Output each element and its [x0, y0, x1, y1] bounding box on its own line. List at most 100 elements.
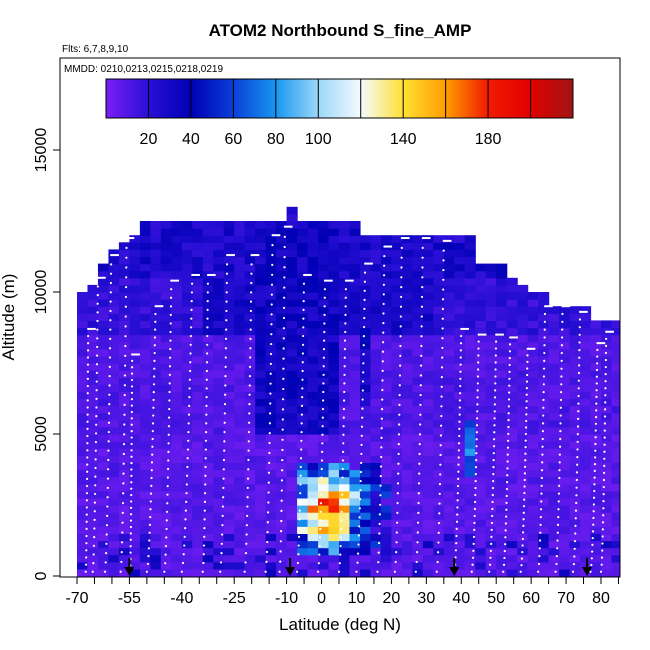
heatmap-cell: [569, 519, 581, 527]
heatmap-cell: [108, 533, 120, 542]
heatmap-cell: [527, 292, 539, 300]
heatmap-cell: [433, 313, 445, 321]
track-point: [400, 266, 403, 269]
track-point: [421, 266, 424, 269]
heatmap-cell: [160, 299, 172, 307]
track-point: [203, 527, 206, 530]
heatmap-cell: [601, 455, 613, 463]
heatmap-cell: [244, 299, 256, 307]
heatmap-cell: [412, 391, 424, 400]
heatmap-cell: [97, 299, 110, 307]
heatmap-cell: [412, 505, 424, 513]
heatmap-cell: [527, 334, 539, 343]
heatmap-cell: [422, 370, 434, 378]
heatmap-cell: [276, 270, 288, 279]
heatmap-cell: [485, 384, 497, 392]
track-point: [379, 475, 382, 478]
track-point: [85, 492, 89, 495]
track-point: [121, 511, 124, 514]
heatmap-cell: [517, 483, 529, 492]
heatmap-cell: [412, 363, 424, 371]
heatmap-cell: [160, 519, 172, 527]
heatmap-cell: [349, 377, 361, 385]
heatmap-cell: [433, 398, 445, 407]
track-point: [166, 502, 169, 505]
heatmap-cell: [401, 448, 413, 456]
heatmap-cell: [485, 313, 497, 321]
heatmap-cell: [160, 348, 172, 357]
heatmap-cell: [611, 469, 620, 478]
heatmap-cell: [129, 469, 141, 478]
heatmap-cell: [150, 355, 162, 364]
track-point: [441, 298, 445, 301]
track-point: [130, 391, 134, 394]
heatmap-cell: [548, 419, 560, 428]
heatmap-cell: [87, 419, 99, 428]
heatmap-cell: [244, 512, 256, 520]
track-point: [123, 393, 126, 397]
heatmap-cell: [318, 490, 330, 499]
heatmap-cell: [129, 270, 141, 279]
heatmap-cell: [307, 526, 319, 534]
heatmap-cell: [213, 270, 225, 279]
heatmap-cell: [87, 533, 99, 542]
x-tick-label: 20: [383, 590, 401, 607]
heatmap-cell: [339, 540, 351, 549]
heatmap-cell: [297, 519, 309, 527]
heatmap-cell: [422, 263, 434, 272]
track-point: [416, 531, 419, 534]
heatmap-cell: [611, 455, 620, 463]
track-point: [508, 343, 512, 346]
heatmap-cell: [485, 455, 497, 463]
heatmap-cell: [328, 398, 340, 407]
heatmap-cell: [297, 299, 309, 307]
heatmap-cell: [108, 292, 120, 300]
heatmap-cell: [611, 462, 620, 471]
heatmap-cell: [328, 299, 340, 307]
heatmap-cell: [244, 313, 256, 321]
heatmap-cell: [443, 306, 455, 314]
heatmap-cell: [77, 391, 89, 400]
heatmap-cell: [380, 235, 392, 243]
track-point: [377, 561, 380, 564]
heatmap-cell: [160, 483, 172, 492]
heatmap-cell: [370, 490, 382, 499]
track-point: [93, 510, 96, 513]
track-point: [109, 319, 112, 322]
heatmap-cell: [77, 490, 89, 499]
heatmap-cell: [265, 348, 277, 357]
heatmap-cell: [359, 469, 372, 478]
heatmap-cell: [569, 306, 581, 314]
heatmap-cell: [139, 235, 151, 243]
track-point: [268, 432, 271, 435]
track-point: [559, 414, 562, 417]
heatmap-cell: [234, 384, 246, 392]
heatmap-cell: [97, 568, 110, 577]
heatmap-cell: [202, 526, 214, 534]
heatmap-cell: [349, 306, 361, 314]
x-tick-label: -40: [170, 590, 193, 607]
heatmap-cell: [234, 263, 246, 272]
heatmap-cell: [422, 299, 434, 307]
heatmap-cell: [464, 284, 476, 293]
heatmap-cell: [129, 568, 141, 577]
heatmap-cell: [297, 490, 309, 499]
colorbar-gradient: [105, 78, 574, 119]
track-point: [148, 531, 151, 534]
heatmap-cell: [286, 299, 298, 307]
heatmap-cell: [297, 334, 309, 343]
heatmap-cell: [286, 405, 298, 414]
heatmap-cell: [496, 377, 508, 385]
heatmap-cell: [318, 455, 330, 463]
heatmap-cell: [181, 547, 193, 556]
track-point: [147, 555, 150, 558]
track-point: [508, 370, 511, 373]
heatmap-cell: [401, 426, 413, 435]
heatmap-cell: [192, 235, 204, 243]
track-point: [521, 544, 524, 547]
track-point: [84, 570, 87, 573]
heatmap-cell: [443, 363, 455, 371]
heatmap-cell: [496, 483, 508, 492]
heatmap-cell: [454, 377, 466, 385]
track-point: [124, 354, 127, 357]
